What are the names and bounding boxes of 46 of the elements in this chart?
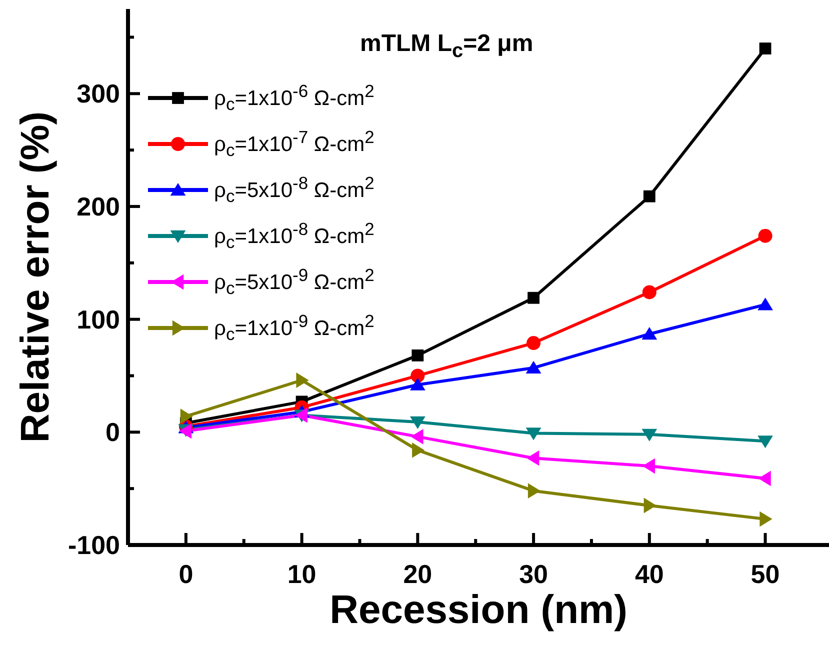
- legend-label: ρ$_{c}$=1x10$^{-9}$ Ω-cm$^{2}$: [214, 310, 374, 346]
- point: [758, 228, 772, 243]
- point: [642, 285, 656, 300]
- point: [644, 498, 656, 514]
- y-tick-label: 0: [106, 417, 120, 448]
- y-tick-label: 200: [76, 191, 120, 222]
- legend-label: ρ$_{c}$=5x10$^{-9}$ Ω-cm$^{2}$: [214, 264, 374, 300]
- point: [759, 42, 772, 54]
- point: [642, 458, 656, 474]
- x-tick-label: 0: [178, 559, 194, 589]
- point: [760, 511, 772, 527]
- point: [410, 416, 426, 429]
- point: [412, 349, 424, 362]
- point: [410, 368, 425, 383]
- legend-label: ρ$_{c}$=5x10$^{-8}$ Ω-cm$^{2}$: [214, 172, 374, 208]
- point: [180, 408, 193, 424]
- point: [642, 326, 658, 340]
- point: [296, 372, 309, 388]
- point: [526, 428, 542, 440]
- legend-label: ρ$_{c}$=1x10$^{-6}$ Ω-cm$^{2}$: [214, 80, 374, 116]
- point: [528, 292, 540, 304]
- y-tick-label: 100: [76, 304, 120, 334]
- point: [526, 450, 540, 466]
- point: [642, 428, 658, 442]
- y-tick-label: 300: [76, 78, 120, 109]
- point: [410, 378, 426, 390]
- y-tick-label: -100: [68, 530, 120, 560]
- point: [526, 360, 542, 374]
- x-tick-label: 40: [634, 559, 664, 589]
- point: [412, 442, 425, 458]
- point: [758, 436, 773, 448]
- point: [410, 428, 424, 444]
- legend-label: ρ$_{c}$=1x10$^{-8}$ Ω-cm$^{2}$: [214, 218, 374, 254]
- point: [758, 298, 773, 310]
- x-axis-title: Recession (nm): [328, 588, 628, 633]
- x-tick-label: 20: [403, 559, 432, 589]
- point: [643, 190, 656, 202]
- point: [758, 470, 771, 486]
- point: [528, 483, 541, 499]
- legend-label: ρ$_{c}$=1x10$^{-7}$ Ω-cm$^{2}$: [214, 126, 374, 162]
- x-tick-label: 30: [519, 559, 548, 589]
- y-axis-title: Relative error (%): [14, 111, 58, 443]
- x-tick-label: 50: [750, 559, 780, 589]
- x-tick-label: 10: [287, 559, 316, 589]
- point: [526, 336, 541, 350]
- text: mTLM L$_{c}$=2 μm: [360, 30, 534, 63]
